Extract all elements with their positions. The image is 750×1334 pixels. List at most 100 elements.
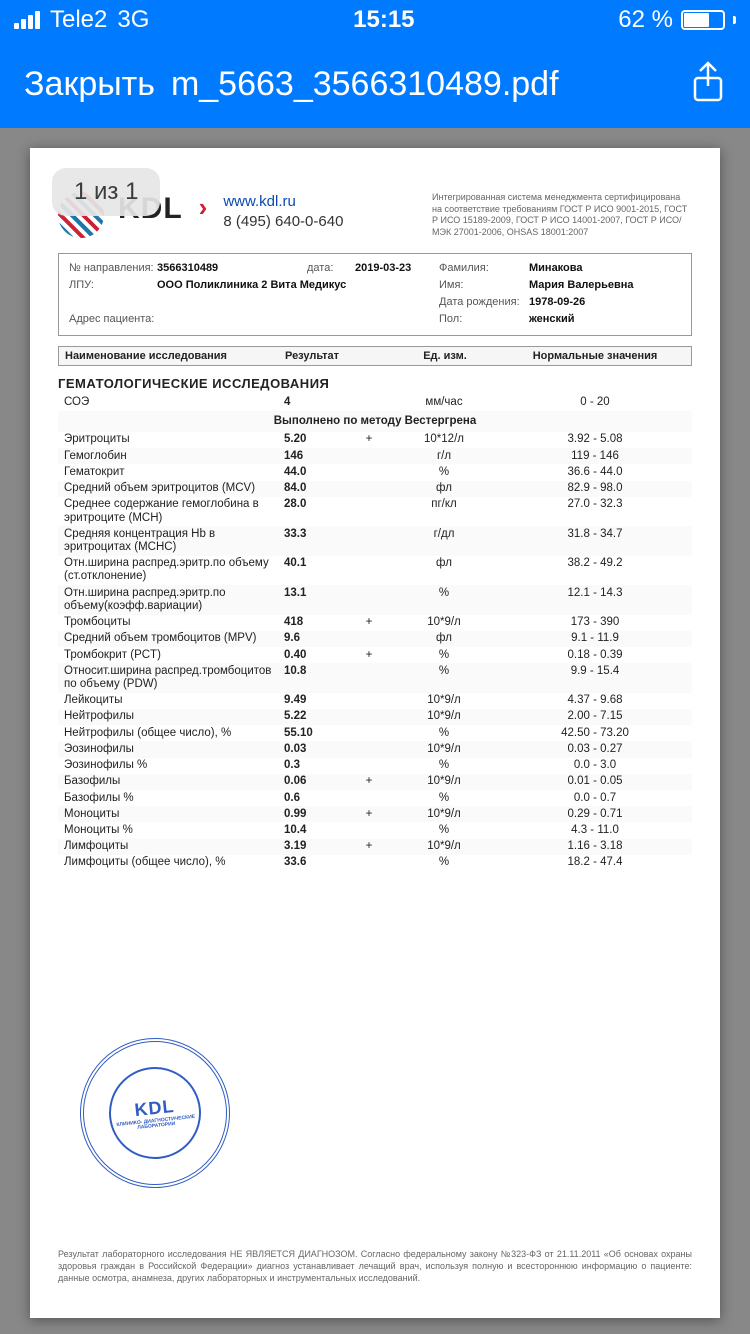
sex-label: Пол:	[439, 313, 529, 325]
pdf-page: KDL › www.kdl.ru 8 (495) 640-0-640 Интег…	[30, 148, 720, 1318]
status-left: Tele2 3G	[14, 6, 149, 34]
address-label: Адрес пациента:	[69, 313, 157, 325]
row-name: Тромбоциты	[64, 616, 284, 629]
spacer	[157, 296, 439, 308]
battery-icon	[681, 10, 725, 30]
row-name: Отн.ширина распред.эритр.по объему (ст.о…	[64, 557, 284, 583]
col-unit: Ед. изм.	[385, 350, 505, 362]
battery-pct-label: 62 %	[618, 6, 673, 34]
row-unit: 10*9/л	[384, 710, 504, 722]
row-name: Гематокрит	[64, 466, 284, 479]
method-note-row: Выполнено по методу Вестергрена	[58, 411, 692, 432]
row-unit: 10*9/л	[384, 743, 504, 755]
table-row: Гемоглобин 146 г/л 119 - 146	[58, 448, 692, 464]
section-title: ГЕМАТОЛОГИЧЕСКИЕ ИССЛЕДОВАНИЯ	[58, 376, 692, 391]
ref-no-label: № направления:	[69, 262, 157, 274]
table-row: Средний объем эритроцитов (MCV) 84.0 фл …	[58, 481, 692, 497]
row-name: Гемоглобин	[64, 450, 284, 463]
row-value: 13.1	[284, 587, 354, 599]
row-name: Моноциты %	[64, 824, 284, 837]
row-unit: г/дл	[384, 528, 504, 540]
table-row: Отн.ширина распред.эритр.по объему(коэфф…	[58, 585, 692, 614]
table-row: Лимфоциты (общее число), % 33.6 % 18.2 -…	[58, 855, 692, 871]
date-label: дата:	[307, 262, 355, 274]
share-button[interactable]	[686, 60, 730, 109]
row-unit: %	[384, 649, 504, 661]
row-unit: пг/кл	[384, 498, 504, 510]
row-ref: 4.37 - 9.68	[504, 694, 686, 706]
row-flag: +	[354, 775, 384, 787]
close-button[interactable]: Закрыть	[24, 65, 155, 104]
row-name: Лейкоциты	[64, 694, 284, 707]
row-value: 9.49	[284, 694, 354, 706]
row-value: 33.6	[284, 856, 354, 868]
row-ref: 42.50 - 73.20	[504, 727, 686, 739]
row-value: 0.03	[284, 743, 354, 755]
table-row: Относит.ширина распред.тромбоцитов по об…	[58, 663, 692, 692]
row-unit: фл	[384, 557, 504, 569]
row-name: Лимфоциты	[64, 840, 284, 853]
lastname: Минакова	[529, 262, 681, 274]
row-unit: г/л	[384, 450, 504, 462]
row-unit: фл	[384, 482, 504, 494]
lastname-label: Фамилия:	[439, 262, 529, 274]
row-flag: +	[354, 808, 384, 820]
row-value: 44.0	[284, 466, 354, 478]
row-value: 0.99	[284, 808, 354, 820]
row-name: Моноциты	[64, 808, 284, 821]
row-name: Средний объем эритроцитов (MCV)	[64, 482, 284, 495]
row-ref: 0.0 - 0.7	[504, 792, 686, 804]
row-ref: 18.2 - 47.4	[504, 856, 686, 868]
table-row: Лимфоциты 3.19 + 10*9/л 1.16 - 3.18	[58, 839, 692, 855]
document-title: m_5663_3566310489.pdf	[171, 65, 559, 104]
row-ref: 0.0 - 3.0	[504, 759, 686, 771]
row-flag: +	[354, 616, 384, 628]
battery-tip-icon	[733, 16, 736, 24]
row-name: Базофилы	[64, 775, 284, 788]
row-unit: %	[384, 587, 504, 599]
results-header: Наименование исследования Результат Ед. …	[58, 346, 692, 366]
table-row: Эритроциты 5.20 + 10*12/л 3.92 - 5.08	[58, 432, 692, 448]
table-row: Базофилы % 0.6 % 0.0 - 0.7	[58, 790, 692, 806]
table-row: Нейтрофилы (общее число), % 55.10 % 42.5…	[58, 725, 692, 741]
row-name: Средняя концентрация Hb в эритроцитах (M…	[64, 528, 284, 554]
table-row: Отн.ширина распред.эритр.по объему (ст.о…	[58, 556, 692, 585]
row-ref: 173 - 390	[504, 616, 686, 628]
table-row: Лейкоциты 9.49 10*9/л 4.37 - 9.68	[58, 693, 692, 709]
col-name: Наименование исследования	[65, 350, 285, 362]
row-value: 3.19	[284, 840, 354, 852]
row-ref: 0.01 - 0.05	[504, 775, 686, 787]
row-value: 146	[284, 450, 354, 462]
row-unit: 10*9/л	[384, 808, 504, 820]
row-name: Базофилы %	[64, 792, 284, 805]
row-unit: %	[384, 856, 504, 868]
row-ref: 36.6 - 44.0	[504, 466, 686, 478]
chevron-icon: ›	[199, 192, 208, 223]
table-row: Средний объем тромбоцитов (MPV) 9.6 фл 9…	[58, 631, 692, 647]
row-flag: +	[354, 840, 384, 852]
results-body: СОЭ 4 мм/час 0 - 20 Выполнено по методу …	[58, 395, 692, 871]
table-row: СОЭ 4 мм/час 0 - 20	[58, 395, 692, 411]
row-name: Эритроциты	[64, 433, 284, 446]
carrier-label: Tele2	[50, 6, 107, 34]
row-value: 0.40	[284, 649, 354, 661]
row-value: 10.8	[284, 665, 354, 677]
row-ref: 9.9 - 15.4	[504, 665, 686, 677]
row-value: 4	[284, 396, 354, 408]
spacer	[69, 296, 157, 308]
row-unit: 10*9/л	[384, 840, 504, 852]
row-unit: 10*9/л	[384, 616, 504, 628]
pdf-viewport[interactable]: 1 из 1 KDL › www.kdl.ru 8 (495) 640-0-64…	[0, 128, 750, 1334]
dob: 1978-09-26	[529, 296, 681, 308]
table-row: Эозинофилы 0.03 10*9/л 0.03 - 0.27	[58, 741, 692, 757]
network-label: 3G	[117, 6, 149, 34]
share-icon	[686, 60, 730, 104]
row-value: 55.10	[284, 727, 354, 739]
method-note: Выполнено по методу Вестергрена	[64, 412, 686, 430]
row-name: Отн.ширина распред.эритр.по объему(коэфф…	[64, 587, 284, 613]
lab-contact: www.kdl.ru 8 (495) 640-0-640	[223, 192, 343, 231]
row-ref: 119 - 146	[504, 450, 686, 462]
clock-label: 15:15	[353, 6, 414, 34]
row-value: 33.3	[284, 528, 354, 540]
row-name: Тромбокрит (PCT)	[64, 649, 284, 662]
